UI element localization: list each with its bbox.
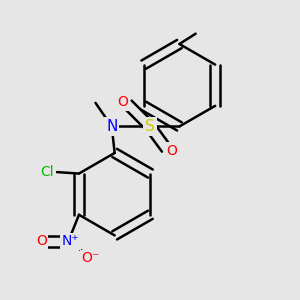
Text: Cl: Cl: [40, 165, 54, 179]
Text: O⁻: O⁻: [82, 251, 100, 266]
Text: N: N: [106, 119, 117, 134]
Text: N⁺: N⁺: [61, 234, 79, 248]
Text: S: S: [145, 119, 155, 134]
Text: O: O: [117, 95, 128, 109]
Text: O: O: [36, 234, 47, 248]
Text: O: O: [166, 144, 177, 158]
